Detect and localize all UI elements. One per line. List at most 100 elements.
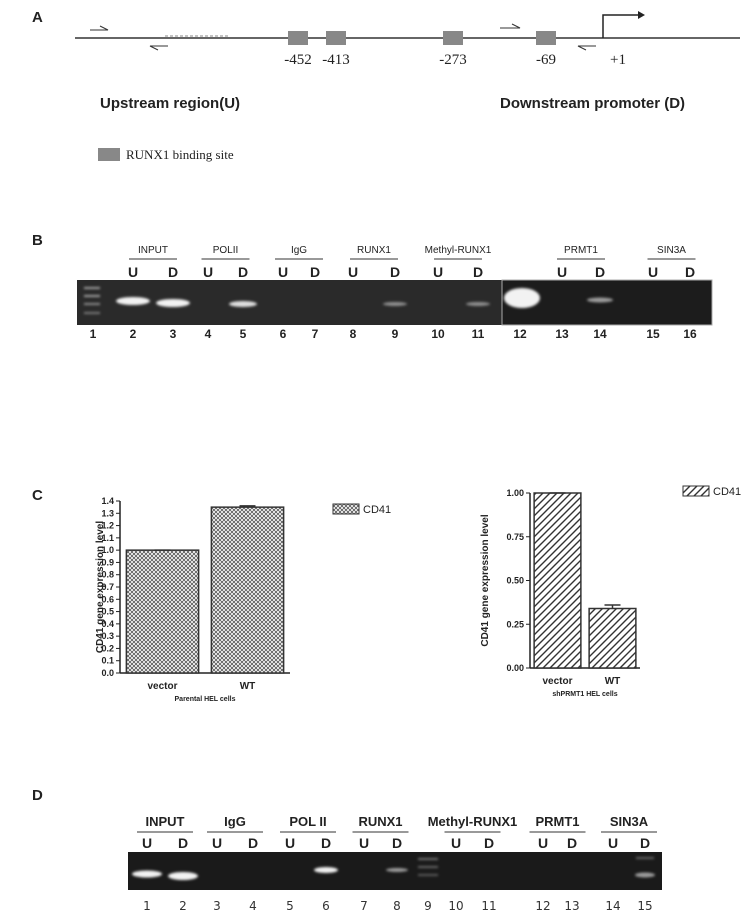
y-tick-label: 0.0 bbox=[101, 668, 114, 678]
lane-type: U bbox=[538, 835, 548, 851]
binding-site bbox=[536, 31, 556, 45]
site-position: -69 bbox=[536, 52, 556, 68]
lane-number: 8 bbox=[393, 899, 401, 913]
lane-type: D bbox=[484, 835, 494, 851]
gel-b bbox=[77, 280, 712, 325]
lane-type: D bbox=[310, 264, 320, 280]
gel-d bbox=[128, 852, 662, 890]
lane-number: 15 bbox=[637, 899, 652, 913]
lane-type: U bbox=[648, 264, 658, 280]
lane-number: 8 bbox=[350, 327, 357, 341]
bar bbox=[589, 609, 636, 669]
region-label: Upstream region(U) bbox=[100, 95, 240, 112]
gene-map bbox=[75, 11, 740, 161]
group-label: PRMT1 bbox=[535, 814, 579, 829]
lane-number: 7 bbox=[360, 899, 368, 913]
lane-number: 9 bbox=[424, 899, 432, 913]
panel-label: D bbox=[32, 787, 43, 804]
lane-number: 10 bbox=[431, 327, 445, 341]
lane-type: D bbox=[178, 835, 188, 851]
group-label: PRMT1 bbox=[564, 245, 598, 256]
lane-type: D bbox=[390, 264, 400, 280]
site-position: -452 bbox=[284, 52, 312, 68]
legend-label: CD41 bbox=[363, 504, 391, 516]
lane-type: U bbox=[203, 264, 213, 280]
lane-number: 2 bbox=[130, 327, 137, 341]
y-axis-label: CD41 gene expression level bbox=[480, 514, 491, 647]
lane-type: U bbox=[348, 264, 358, 280]
lane-number: 15 bbox=[646, 327, 660, 341]
page: { "panel_a": {"label": "A", "site_positi… bbox=[0, 0, 747, 917]
y-tick-label: 1.00 bbox=[506, 488, 524, 498]
group-label: RUNX1 bbox=[358, 814, 402, 829]
lane-number: 5 bbox=[286, 899, 294, 913]
lane-number: 1 bbox=[143, 899, 151, 913]
lane-type: U bbox=[212, 835, 222, 851]
lane-type: U bbox=[433, 264, 443, 280]
lane-type: U bbox=[128, 264, 138, 280]
lane-number: 11 bbox=[481, 899, 496, 913]
group-label: INPUT bbox=[146, 814, 185, 829]
y-tick-label: 0.1 bbox=[101, 656, 114, 666]
legend-swatch bbox=[683, 486, 709, 496]
lane-type: U bbox=[557, 264, 567, 280]
lane-type: D bbox=[168, 264, 178, 280]
y-tick-label: 0.25 bbox=[506, 619, 524, 629]
binding-site bbox=[326, 31, 346, 45]
x-tick-label: vector bbox=[147, 681, 177, 692]
lane-type: U bbox=[285, 835, 295, 851]
y-tick-label: 0.75 bbox=[506, 532, 524, 542]
lane-number: 13 bbox=[564, 899, 579, 913]
y-tick-label: 1.4 bbox=[101, 496, 114, 506]
lane-number: 1 bbox=[90, 327, 97, 341]
y-tick-label: 1.3 bbox=[101, 508, 114, 518]
y-axis-label: CD41 gene expression level bbox=[95, 521, 106, 654]
x-axis-label: Parental HEL cells bbox=[175, 696, 236, 703]
y-tick-label: 0.00 bbox=[506, 663, 524, 673]
site-position: -413 bbox=[322, 52, 350, 68]
bar bbox=[534, 493, 581, 668]
lane-number: 14 bbox=[605, 899, 620, 913]
binding-site bbox=[443, 31, 463, 45]
legend-swatch bbox=[333, 504, 359, 514]
group-label: IgG bbox=[291, 245, 307, 256]
lane-type: D bbox=[248, 835, 258, 851]
lane-number: 11 bbox=[472, 327, 485, 341]
y-tick-label: 0.50 bbox=[506, 576, 524, 586]
group-label: SIN3A bbox=[610, 814, 649, 829]
lane-number: 10 bbox=[448, 899, 463, 913]
binding-site bbox=[288, 31, 308, 45]
lane-type: D bbox=[640, 835, 650, 851]
lane-type: D bbox=[473, 264, 483, 280]
panel-label: B bbox=[32, 232, 43, 249]
lane-type: U bbox=[608, 835, 618, 851]
region-label: Downstream promoter (D) bbox=[500, 95, 685, 112]
lane-number: 4 bbox=[249, 899, 257, 913]
lane-number: 6 bbox=[280, 327, 287, 341]
lane-number: 13 bbox=[555, 327, 569, 341]
x-tick-label: vector bbox=[542, 676, 572, 687]
legend-label: CD41 bbox=[713, 486, 741, 498]
group-label: INPUT bbox=[138, 245, 168, 256]
lane-number: 7 bbox=[312, 327, 319, 341]
lane-type: U bbox=[142, 835, 152, 851]
lane-number: 12 bbox=[535, 899, 550, 913]
group-label: RUNX1 bbox=[357, 245, 391, 256]
lane-number: 3 bbox=[170, 327, 177, 341]
lane-number: 3 bbox=[213, 899, 221, 913]
bar bbox=[126, 550, 198, 673]
group-label: Methyl-RUNX1 bbox=[425, 245, 492, 256]
group-label: Methyl-RUNX1 bbox=[428, 814, 518, 829]
lane-number: 14 bbox=[593, 327, 607, 341]
x-axis-label: shPRMT1 HEL cells bbox=[552, 691, 617, 698]
bar bbox=[211, 507, 283, 673]
panel-label: A bbox=[32, 9, 43, 26]
lane-number: 4 bbox=[205, 327, 212, 341]
lane-number: 6 bbox=[322, 899, 330, 913]
group-label: POLII bbox=[213, 245, 239, 256]
site-position: -273 bbox=[439, 52, 467, 68]
lane-type: D bbox=[595, 264, 605, 280]
group-label: IgG bbox=[224, 814, 246, 829]
lane-type: U bbox=[359, 835, 369, 851]
x-tick-label: WT bbox=[240, 681, 256, 692]
